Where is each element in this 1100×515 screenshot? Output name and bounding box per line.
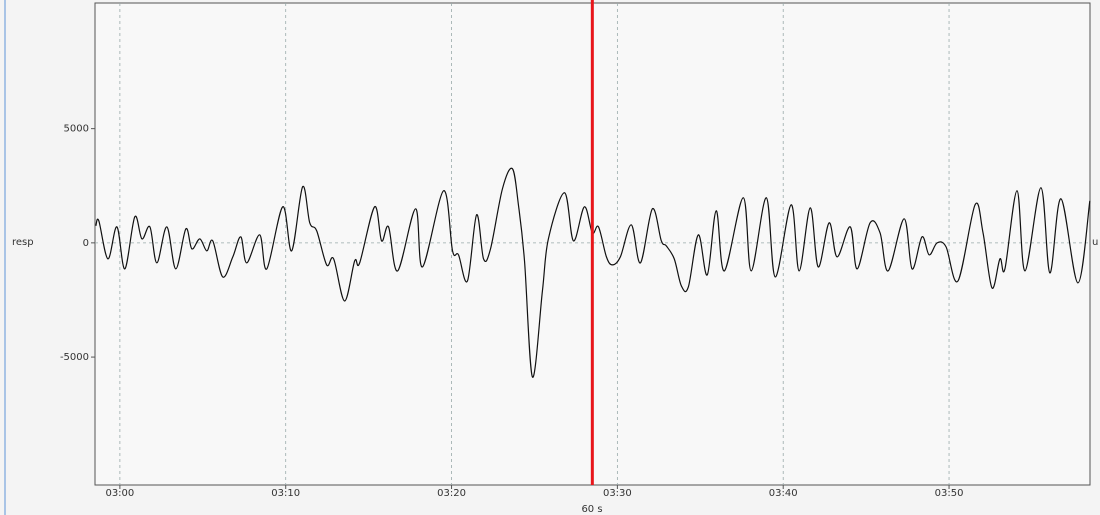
- x-tick-label: 03:30: [603, 488, 632, 499]
- signal-line: [95, 167, 1091, 378]
- x-tick-label: 03:20: [437, 488, 466, 499]
- y-tick-label: -5000: [60, 352, 89, 363]
- x-tick-label: 03:00: [105, 488, 134, 499]
- channel-label: resp: [12, 237, 34, 248]
- y-tick-label: 0: [83, 238, 89, 249]
- x-tick-label: 03:50: [935, 488, 964, 499]
- unit-label: u: [1092, 237, 1098, 248]
- x-tick-label: 03:10: [271, 488, 300, 499]
- y-tick-label: 5000: [64, 124, 89, 135]
- x-tick-label: 03:40: [769, 488, 798, 499]
- window-label: 60 s: [581, 504, 602, 515]
